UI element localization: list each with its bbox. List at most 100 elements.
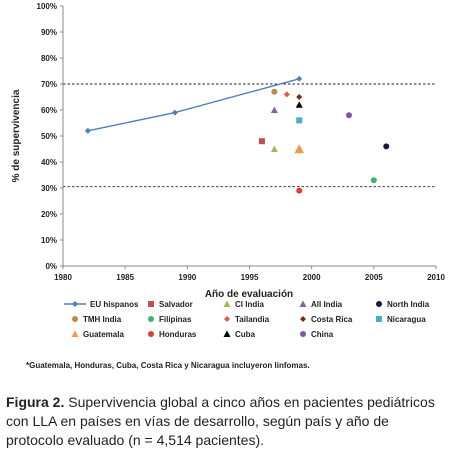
data-point-nicaragua: [296, 117, 303, 124]
series-guatemala: [294, 144, 304, 154]
legend-marker-all-india: [299, 300, 307, 307]
data-point-filipinas: [370, 177, 377, 184]
legend-label-salvador: Salvador: [159, 300, 193, 309]
legend-label-china: China: [311, 330, 334, 339]
x-tick-label: 2005: [365, 273, 383, 282]
data-point-costa-rica: [296, 94, 303, 100]
series-all-india: [270, 106, 278, 113]
series-salvador: [258, 138, 265, 145]
y-tick-label: 50%: [41, 132, 57, 141]
legend-item-eu-hispanos: EU hispanos: [64, 300, 139, 309]
legend-marker-honduras: [148, 331, 154, 337]
series-costa-rica: [296, 94, 303, 100]
legend-marker-guatemala: [71, 330, 79, 337]
legend-item-filipinas: Filipinas: [148, 315, 192, 324]
series-tmh-india: [271, 88, 278, 95]
x-tick-label: 1980: [54, 273, 72, 282]
data-point-eu-hispanos: [171, 109, 178, 116]
legend-label-eu-hispanos: EU hispanos: [90, 300, 139, 309]
legend-marker-tmh-india: [72, 316, 78, 322]
series-ci-india: [270, 145, 278, 152]
legend-marker-eu-hispanos: [72, 301, 78, 307]
series-nicaragua: [296, 117, 303, 124]
chart-legend: EU hispanos Salvador CI India All India Nort…: [64, 300, 430, 339]
legend-label-all-india: All India: [311, 300, 343, 309]
legend-item-honduras: Honduras: [148, 330, 197, 339]
chart-axes: [62, 6, 436, 267]
x-tick-label: 1995: [241, 273, 259, 282]
legend-marker-ci-india: [223, 300, 231, 307]
legend-marker-salvador: [148, 301, 154, 307]
legend-marker-costa-rica: [300, 316, 306, 322]
series-cuba: [295, 101, 303, 108]
data-point-salvador: [258, 138, 265, 145]
y-axis-title: % de supervivencia: [11, 89, 22, 182]
x-tick-label: 2000: [303, 273, 321, 282]
legend-marker-north-india: [376, 301, 382, 307]
legend-label-filipinas: Filipinas: [159, 315, 192, 324]
legend-item-nicaragua: Nicaragua: [376, 315, 426, 324]
data-point-eu-hispanos: [296, 75, 303, 82]
data-series: [84, 75, 390, 194]
y-tick-label: 80%: [41, 54, 57, 63]
legend-label-costa-rica: Costa Rica: [311, 315, 353, 324]
data-point-all-india: [270, 106, 278, 113]
y-tick-label: 0%: [45, 262, 57, 271]
legend-item-costa-rica: Costa Rica: [300, 315, 353, 324]
legend-label-honduras: Honduras: [159, 330, 197, 339]
reference-lines: [63, 83, 436, 188]
legend-item-ci-india: CI India: [223, 300, 264, 309]
series-honduras: [296, 187, 303, 194]
series-line-eu-hispanos: [87, 78, 300, 132]
legend-marker-tailandia: [224, 316, 230, 322]
legend-item-guatemala: Guatemala: [71, 330, 124, 339]
data-point-cuba: [295, 101, 303, 108]
legend-item-all-india: All India: [299, 300, 343, 309]
legend-item-china: China: [300, 330, 334, 339]
caption-text: Supervivencia global a cinco años en pac…: [6, 394, 435, 448]
survival-chart: 0% 10% 20% 30% 40% 50% 60% 70% 80% 90% 100% 1980 198…: [11, 2, 446, 339]
legend-label-cuba: Cuba: [235, 330, 256, 339]
y-tick-label: 60%: [41, 106, 57, 115]
data-point-eu-hispanos: [84, 127, 91, 134]
y-tick-label: 20%: [41, 210, 57, 219]
legend-item-tmh-india: TMH India: [72, 315, 122, 324]
data-point-china: [345, 112, 352, 119]
figure-caption: Figura 2. Supervivencia global a cinco a…: [6, 393, 450, 450]
y-tick-label: 90%: [41, 28, 57, 37]
y-tick-label: 30%: [41, 184, 57, 193]
data-point-ci-india: [270, 145, 278, 152]
data-point-tailandia: [283, 91, 290, 98]
data-point-north-india: [383, 143, 390, 150]
y-tick-label: 10%: [41, 236, 57, 245]
y-tick-label: 100%: [37, 2, 57, 11]
y-tick-label: 70%: [41, 80, 57, 89]
legend-marker-china: [300, 331, 306, 337]
series-china: [345, 112, 352, 119]
legend-label-tailandia: Tailandia: [235, 315, 270, 324]
data-point-tmh-india: [271, 88, 278, 95]
x-tick-label: 1985: [116, 273, 134, 282]
legend-marker-filipinas: [148, 316, 154, 322]
legend-label-ci-india: CI India: [235, 300, 264, 309]
series-north-india: [383, 143, 390, 150]
legend-item-tailandia: Tailandia: [224, 315, 270, 324]
legend-item-salvador: Salvador: [148, 300, 193, 309]
series-filipinas: [370, 177, 377, 184]
data-point-guatemala: [294, 144, 304, 154]
legend-marker-nicaragua: [376, 316, 382, 322]
series-tailandia: [283, 91, 290, 98]
legend-label-north-india: North India: [387, 300, 430, 309]
data-point-honduras: [296, 187, 303, 194]
legend-item-north-india: North India: [376, 300, 430, 309]
tick-labels: 0% 10% 20% 30% 40% 50% 60% 70% 80% 90% 100% 1980 198…: [37, 2, 446, 282]
legend-label-nicaragua: Nicaragua: [387, 315, 426, 324]
legend-item-cuba: Cuba: [223, 330, 256, 339]
legend-label-guatemala: Guatemala: [83, 330, 124, 339]
x-tick-label: 1990: [178, 273, 196, 282]
x-axis-title: Año de evaluación: [205, 289, 293, 300]
legend-marker-cuba: [223, 330, 231, 337]
series-eu-hispanos: [84, 75, 303, 134]
legend-label-tmh-india: TMH India: [83, 315, 122, 324]
caption-label: Figura 2.: [6, 394, 65, 410]
